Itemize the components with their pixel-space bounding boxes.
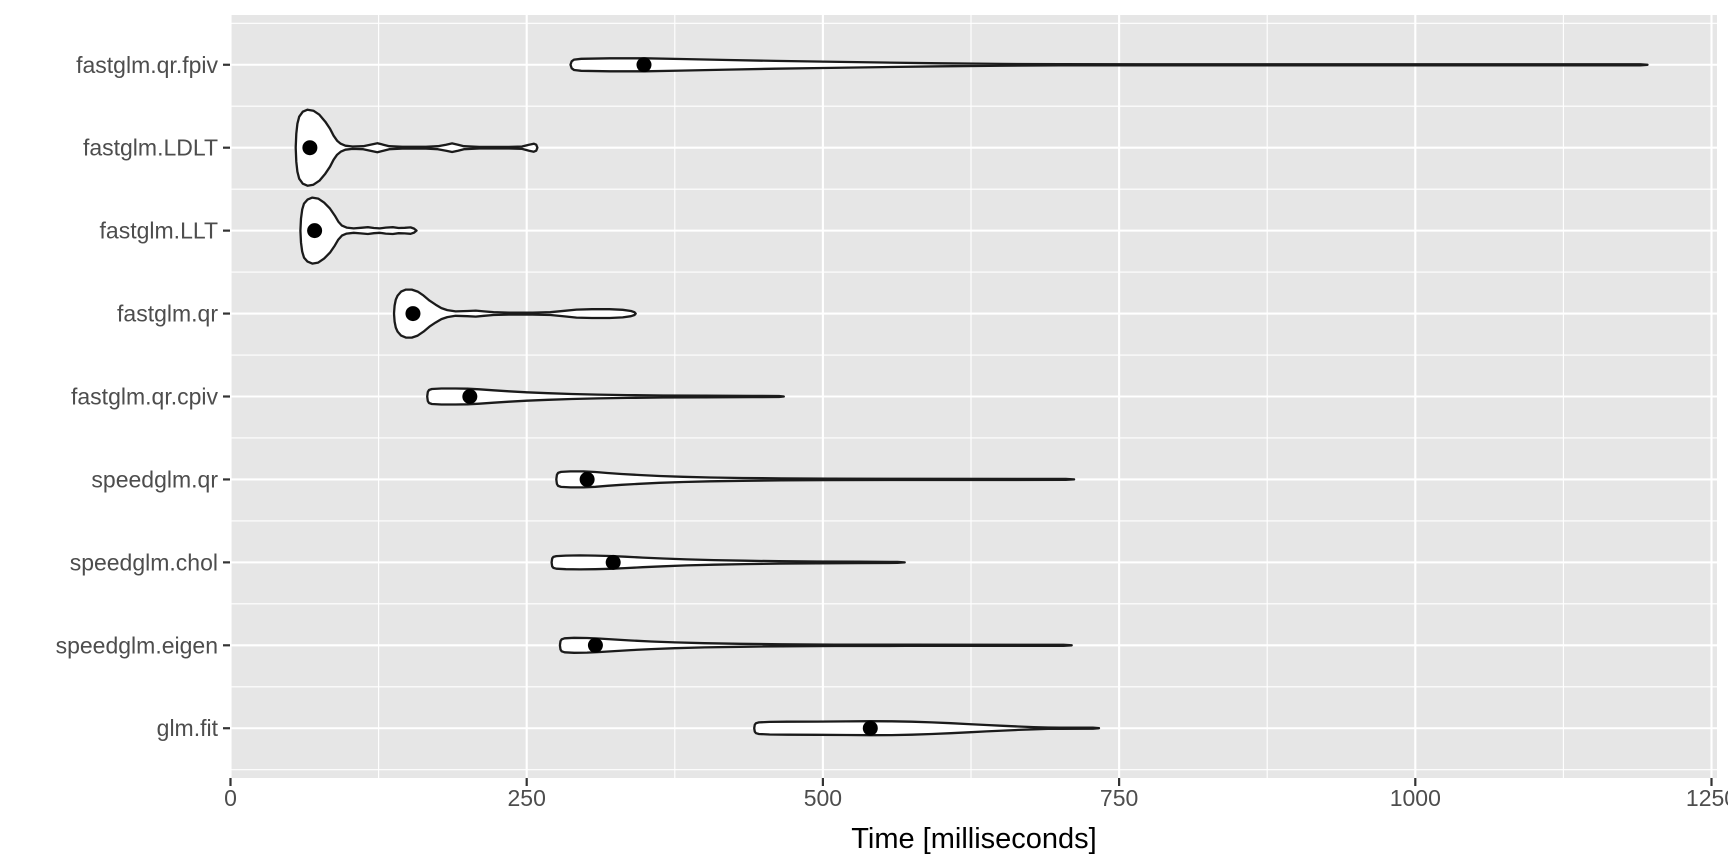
x-tick-label: 250 [508, 785, 546, 811]
x-tick-label: 1250 [1686, 785, 1728, 811]
x-tick-label: 750 [1100, 785, 1138, 811]
dot-fastglm.LDLT [302, 140, 318, 156]
dot-speedglm.qr [579, 471, 595, 487]
gridlines-minor [231, 15, 1717, 778]
x-tick-label: 0 [224, 785, 237, 811]
dot-fastglm.qr.fpiv [636, 57, 652, 73]
violin-fastglm.LDLT [294, 108, 539, 187]
y-category-label: fastglm.LDLT [83, 135, 218, 161]
y-category-label: fastglm.qr [117, 301, 218, 327]
y-category-label: fastglm.qr.fpiv [76, 52, 218, 78]
violin-speedglm.chol [550, 554, 906, 571]
dot-speedglm.chol [605, 554, 621, 570]
dot-fastglm.qr [405, 306, 421, 322]
x-tick-label: 1000 [1390, 785, 1441, 811]
dot-speedglm.eigen [587, 637, 603, 653]
dot-fastglm.LLT [307, 223, 323, 239]
x-axis-tick-labels: 0 250 500 750 1000 1250 [224, 785, 1728, 811]
y-category-label: fastglm.qr.cpiv [71, 384, 218, 410]
y-category-label: speedglm.chol [70, 549, 218, 575]
y-category-label: speedglm.qr [91, 466, 218, 492]
y-axis-category-labels: fastglm.qr.fpiv fastglm.LDLT fastglm.LLT fa… [56, 52, 219, 741]
violin-fastglm.LLT [299, 196, 418, 265]
x-tick-label: 500 [804, 785, 842, 811]
dot-fastglm.qr.cpiv [462, 389, 478, 404]
axis-tick-marks [223, 63, 1713, 786]
y-category-label: fastglm.LLT [100, 218, 218, 244]
violin-glm.fit [753, 720, 1101, 737]
violin-speedglm.qr [555, 470, 1076, 489]
y-category-label: speedglm.eigen [56, 632, 218, 658]
violin-fastglm.qr.fpiv [569, 57, 1649, 73]
violin-fastglm.qr [392, 288, 637, 339]
y-category-label: glm.fit [157, 715, 219, 741]
x-axis-title: Time [milliseconds] [851, 823, 1096, 855]
dot-glm.fit [862, 720, 878, 736]
violin-fastglm.qr.cpiv [426, 387, 785, 406]
point-estimate-dots [302, 57, 878, 736]
